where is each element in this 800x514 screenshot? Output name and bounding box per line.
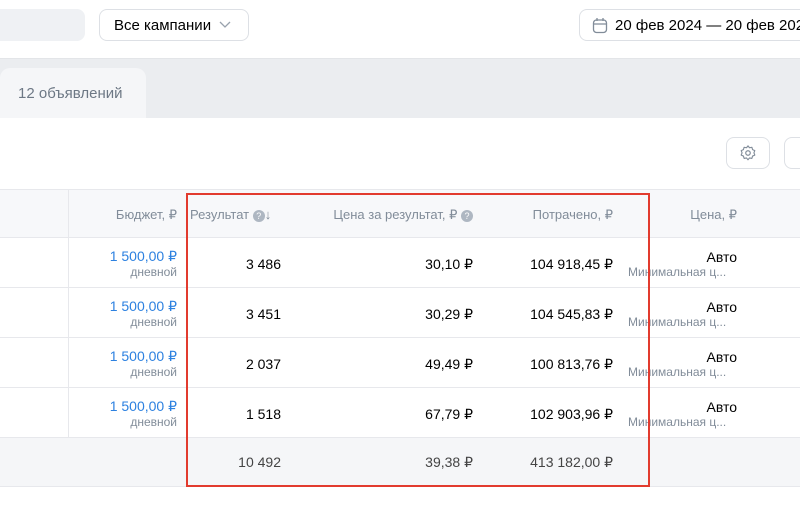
result-value: 3 451 bbox=[245, 306, 281, 322]
price-value: Авто bbox=[706, 249, 737, 265]
header-price-per-result-label: Цена за результат, ₽ bbox=[333, 207, 458, 222]
campaign-filter-label: Все кампании bbox=[114, 16, 212, 34]
price-per-result-value: 30,29 ₽ bbox=[425, 306, 473, 322]
totals-row bbox=[0, 438, 800, 487]
sort-down-icon[interactable]: ↓ bbox=[264, 207, 272, 222]
spent-value: 102 903,96 ₽ bbox=[530, 406, 613, 422]
date-range-picker[interactable]: 20 фев 2024 — 20 фев 2024 bbox=[579, 9, 800, 41]
calendar-icon bbox=[592, 17, 608, 33]
header-result[interactable]: Результат ? ↓ bbox=[190, 207, 271, 222]
gear-icon bbox=[740, 145, 756, 161]
price-per-result-value: 30,10 ₽ bbox=[425, 256, 473, 272]
budget-type: дневной bbox=[130, 265, 177, 279]
help-icon[interactable]: ? bbox=[461, 209, 473, 222]
price-subtext: Минимальная ц... bbox=[628, 415, 727, 429]
result-value: 1 518 bbox=[245, 406, 281, 422]
budget-link[interactable]: 1 500,00 ₽ bbox=[109, 348, 177, 364]
budget-type: дневной bbox=[130, 365, 177, 379]
budget-link[interactable]: 1 500,00 ₽ bbox=[109, 298, 177, 314]
header-result-label: Результат bbox=[190, 207, 250, 222]
budget-link[interactable]: 1 500,00 ₽ bbox=[109, 248, 177, 264]
price-subtext: Минимальная ц... bbox=[628, 315, 727, 329]
budget-type: дневной bbox=[130, 315, 177, 329]
price-value: Авто bbox=[706, 399, 737, 415]
header-spent[interactable]: Потрачено, ₽ bbox=[532, 207, 613, 222]
result-value: 2 037 bbox=[245, 356, 281, 372]
price-per-result-value: 67,79 ₽ bbox=[425, 406, 473, 422]
header-budget[interactable]: Бюджет, ₽ bbox=[115, 207, 177, 222]
tab-ads[interactable]: 12 объявлений bbox=[0, 68, 146, 118]
price-subtext: Минимальная ц... bbox=[628, 265, 727, 279]
header-price-per-result[interactable]: Цена за результат, ₽ ? bbox=[333, 207, 473, 223]
table-row[interactable] bbox=[0, 288, 800, 338]
total-price-per-result: 39,38 ₽ bbox=[425, 454, 473, 470]
tab-ads-label: 12 объявлений bbox=[18, 84, 123, 102]
table-settings-button[interactable] bbox=[726, 137, 770, 169]
budget-type: дневной bbox=[130, 415, 177, 429]
help-icon[interactable]: ? bbox=[252, 209, 265, 222]
header-price[interactable]: Цена, ₽ bbox=[690, 207, 737, 222]
total-result: 10 492 bbox=[238, 454, 281, 470]
table-row[interactable] bbox=[0, 338, 800, 388]
price-value: Авто bbox=[706, 349, 737, 365]
price-value: Авто bbox=[706, 299, 737, 315]
table-header bbox=[0, 189, 800, 238]
search-input[interactable] bbox=[0, 9, 85, 41]
campaign-filter-dropdown[interactable]: Все кампании bbox=[99, 9, 249, 41]
budget-link[interactable]: 1 500,00 ₽ bbox=[109, 398, 177, 414]
date-range-label: 20 фев 2024 — 20 фев 2024 bbox=[615, 16, 800, 34]
price-per-result-value: 49,49 ₽ bbox=[425, 356, 473, 372]
total-spent: 413 182,00 ₽ bbox=[530, 454, 613, 470]
spent-value: 100 813,76 ₽ bbox=[530, 356, 613, 372]
toolbar-button[interactable] bbox=[784, 137, 800, 169]
column-divider bbox=[68, 189, 69, 438]
spent-value: 104 918,45 ₽ bbox=[530, 256, 613, 272]
spent-value: 104 545,83 ₽ bbox=[530, 306, 613, 322]
table-row[interactable] bbox=[0, 238, 800, 288]
result-value: 3 486 bbox=[245, 256, 281, 272]
table-row[interactable] bbox=[0, 388, 800, 438]
chevron-down-icon bbox=[219, 21, 231, 28]
price-subtext: Минимальная ц... bbox=[628, 365, 727, 379]
highlight-box bbox=[186, 193, 650, 487]
